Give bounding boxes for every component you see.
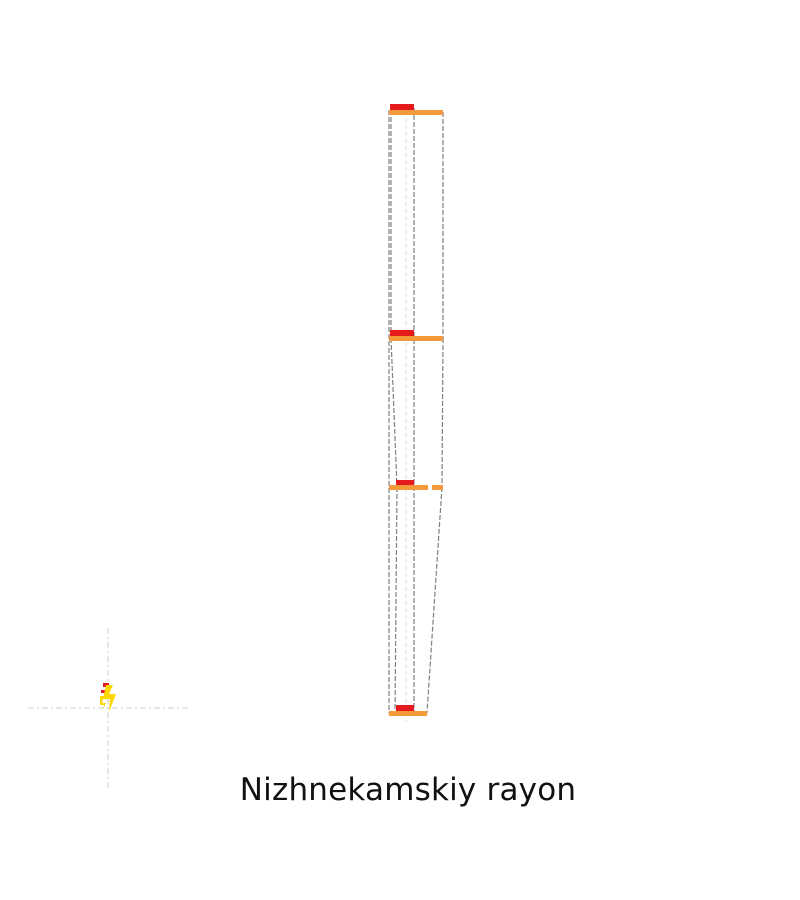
- level-bar-top: [389, 110, 443, 115]
- lightning-bolt-icon: [100, 683, 116, 712]
- level-bar-middle-right: [432, 485, 443, 490]
- red-markers: [390, 104, 414, 711]
- outline-right-mid: [441, 337, 444, 488]
- level-bar-bottom: [389, 711, 427, 716]
- locator-inset: [28, 628, 188, 788]
- level-bar-middle-left: [389, 485, 428, 490]
- red-marker-middle: [396, 480, 414, 485]
- outline-inner-left-taper: [390, 337, 398, 488]
- level-bars: [389, 110, 443, 716]
- outline-inner-left-lower: [394, 486, 398, 714]
- red-marker-top: [390, 104, 414, 110]
- region-caption: Nizhnekamskiy rayon: [239, 772, 577, 808]
- red-marker-upper: [390, 330, 414, 336]
- red-marker-bottom: [396, 705, 414, 711]
- outline-right-taper: [426, 486, 443, 714]
- level-bar-upper: [389, 336, 443, 341]
- column-outlines: [388, 108, 444, 714]
